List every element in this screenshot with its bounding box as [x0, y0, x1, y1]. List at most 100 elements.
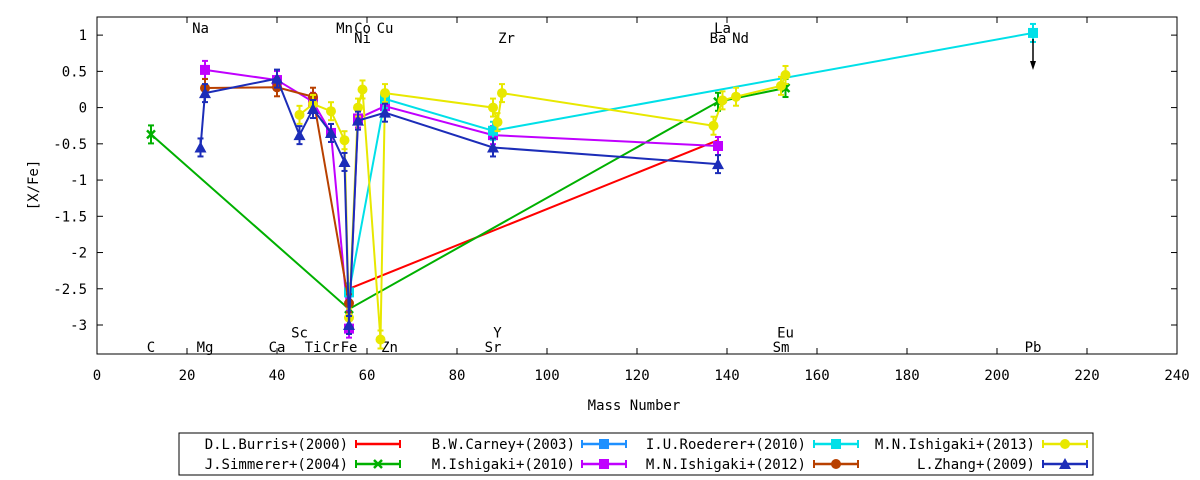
element-label: Mg [197, 340, 214, 356]
legend-label: D.L.Burris+(2000) [205, 437, 348, 453]
series-line [204, 68, 719, 329]
data-point [780, 69, 791, 80]
y-tick-label: -0.5 [53, 137, 87, 153]
element-label: Sm [773, 340, 790, 356]
element-label: Ca [269, 340, 286, 356]
element-label: Cu [377, 21, 394, 37]
data-point [1028, 27, 1038, 38]
data-point [200, 64, 210, 75]
legend-label: J.Simmerer+(2004) [205, 457, 348, 473]
data-point [294, 109, 305, 120]
data-point [343, 319, 355, 331]
y-axis-title: [X/Fe] [26, 160, 42, 211]
y-tick-label: 0.5 [62, 64, 87, 80]
y-tick-label: -1.5 [53, 209, 87, 225]
y-tick-label: -2 [70, 246, 87, 262]
data-point [713, 141, 723, 152]
data-point [271, 72, 283, 84]
series-group [348, 139, 719, 290]
x-tick-label: 120 [624, 368, 649, 384]
data-point [712, 158, 724, 170]
series-line [204, 86, 350, 304]
data-point [599, 459, 609, 469]
data-point [307, 103, 319, 115]
legend: D.L.Burris+(2000) J.Simmerer+(2004) B.W.Ca… [178, 432, 1094, 476]
data-point [488, 102, 498, 113]
upper-limit-arrowhead [1030, 60, 1036, 70]
element-label: Co [354, 21, 371, 37]
series-line [348, 139, 719, 290]
x-tick-label: 180 [894, 368, 919, 384]
element-label: Nd [732, 31, 749, 47]
data-point [831, 459, 841, 469]
ticks-layer: 0 20 40 60 80 100 120 140 160 180 200 220 240 1 0.5 0 -0… [53, 17, 1190, 384]
data-point [497, 88, 507, 99]
legend-label: M.Ishigaki+(2010) [432, 457, 575, 473]
x-tick-label: 220 [1074, 368, 1099, 384]
element-label: Pb [1025, 340, 1042, 356]
legend-label: B.W.Carney+(2003) [432, 437, 575, 453]
y-tick-label: -2.5 [53, 282, 87, 298]
data-point [488, 125, 498, 136]
series-line [150, 87, 786, 311]
data-point [379, 106, 391, 118]
data-point [717, 95, 728, 106]
data-point [373, 459, 383, 469]
data-point [1060, 439, 1070, 449]
data-point [1059, 458, 1071, 469]
data-point [708, 120, 719, 131]
data-point [831, 439, 841, 449]
x-axis-title: Mass Number [588, 398, 681, 414]
data-point [293, 129, 306, 141]
series-group [294, 64, 791, 350]
element-label: Eu [777, 325, 794, 341]
element-label: Cr [323, 340, 340, 356]
legend-label: L.Zhang+(2009) [917, 457, 1035, 473]
element-label: Mn [336, 21, 353, 37]
y-tick-label: -1 [70, 173, 87, 189]
y-tick-label: -3 [70, 318, 87, 334]
series-line [348, 31, 1034, 293]
data-point [492, 117, 503, 128]
element-label: La [714, 21, 731, 37]
x-tick-label: 0 [93, 368, 101, 384]
element-label: Fe [341, 340, 358, 356]
x-tick-label: 40 [269, 368, 286, 384]
data-point [357, 84, 368, 95]
element-label: Sc [291, 325, 308, 341]
data-point [325, 126, 337, 138]
legend-frame [178, 432, 1094, 476]
data-point-stroke [146, 129, 156, 140]
element-label: Sr [485, 340, 502, 356]
element-label: C [147, 340, 155, 356]
data-point [487, 141, 499, 153]
element-label: Ba [710, 31, 727, 47]
x-tick-label: 200 [984, 368, 1009, 384]
data-point [599, 439, 609, 449]
data-point [731, 91, 741, 102]
element-label: Na [192, 21, 209, 37]
y-tick-label: 0 [79, 101, 87, 117]
data-point [326, 106, 336, 117]
series-line [199, 77, 719, 326]
x-tick-label: 20 [179, 368, 196, 384]
legend-label: I.U.Roederer+(2010) [646, 437, 806, 453]
legend-label: M.N.Ishigaki+(2012) [646, 457, 806, 473]
series-line [298, 74, 787, 340]
x-tick-label: 80 [449, 368, 466, 384]
series-group [194, 68, 724, 336]
element-label: Ni [354, 31, 371, 47]
element-label: Ti [305, 340, 322, 356]
data-point [380, 88, 390, 99]
series-layer [146, 22, 1038, 350]
x-tick-label: 140 [714, 368, 739, 384]
series-group [146, 78, 791, 320]
data-point [146, 129, 156, 140]
data-point [338, 155, 351, 167]
data-point [194, 141, 207, 153]
data-point-stroke [373, 459, 383, 469]
data-point [352, 114, 364, 126]
